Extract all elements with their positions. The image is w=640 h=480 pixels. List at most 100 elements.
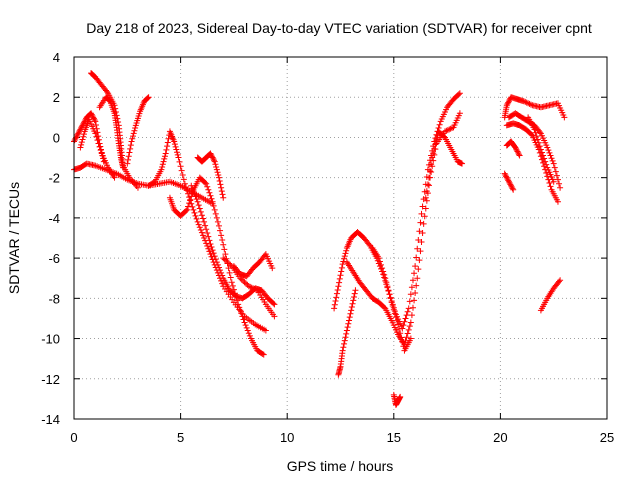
data-point	[433, 137, 440, 144]
x-axis-label: GPS time / hours	[287, 458, 394, 474]
x-tick-label: 5	[177, 430, 184, 445]
data-point	[198, 229, 205, 236]
data-point	[93, 122, 100, 129]
data-point	[176, 158, 183, 165]
data-point	[214, 218, 221, 225]
data-point	[229, 282, 236, 289]
data-point	[159, 161, 166, 168]
data-point	[219, 191, 226, 198]
data-point	[350, 297, 357, 304]
data-point	[182, 207, 189, 214]
data-point	[226, 269, 233, 276]
data-point	[270, 300, 277, 307]
data-point	[227, 274, 234, 281]
data-point	[428, 161, 435, 168]
data-point	[533, 133, 540, 140]
data-point	[178, 167, 185, 174]
data-point	[341, 340, 348, 347]
data-point	[424, 181, 431, 188]
data-point	[186, 200, 193, 207]
data-point	[203, 226, 210, 233]
data-point	[239, 313, 246, 320]
data-point	[185, 203, 192, 210]
data-point	[413, 254, 420, 261]
data-point	[213, 214, 220, 221]
data-point	[203, 240, 210, 247]
data-point	[409, 277, 416, 284]
data-point	[185, 190, 192, 197]
data-point	[80, 133, 87, 140]
data-point	[260, 351, 267, 358]
data-point	[403, 312, 410, 319]
y-tick-label: 2	[53, 90, 60, 105]
data-point	[252, 286, 259, 293]
data-point	[212, 210, 219, 217]
data-point	[210, 202, 217, 209]
data-point	[125, 153, 132, 160]
data-point	[262, 327, 269, 334]
data-point	[129, 135, 136, 142]
data-point	[127, 145, 134, 152]
series-arc-x	[525, 114, 557, 185]
y-tick-label: -4	[48, 211, 60, 226]
data-point	[546, 180, 553, 187]
data-point	[73, 133, 80, 140]
data-point	[390, 306, 397, 313]
data-point	[90, 115, 97, 122]
data-point	[418, 239, 425, 246]
data-point	[210, 155, 217, 162]
data-point	[423, 197, 430, 204]
data-point	[213, 163, 220, 170]
y-tick-label: -8	[48, 291, 60, 306]
data-point	[88, 111, 95, 118]
data-point	[78, 123, 85, 130]
data-point	[165, 135, 172, 142]
y-tick-label: -10	[41, 332, 60, 347]
data-point	[379, 265, 386, 272]
data-point	[244, 327, 251, 334]
series-arc-p	[369, 245, 414, 354]
data-point	[429, 154, 436, 161]
data-point	[515, 151, 522, 158]
data-point	[171, 141, 178, 148]
data-point	[547, 183, 554, 190]
data-point	[174, 151, 181, 158]
data-point	[227, 261, 234, 268]
data-point	[72, 135, 79, 142]
data-point	[528, 131, 535, 138]
data-point	[208, 244, 215, 251]
data-point	[431, 145, 438, 152]
data-point	[202, 222, 209, 229]
data-point	[245, 283, 252, 290]
data-point	[211, 157, 218, 164]
data-point	[208, 151, 215, 158]
data-point	[341, 253, 348, 260]
data-point	[346, 314, 353, 321]
data-point	[388, 299, 395, 306]
data-point	[130, 130, 137, 137]
data-point	[206, 237, 213, 244]
data-point	[400, 322, 407, 329]
data-point	[242, 280, 249, 287]
data-point	[196, 224, 203, 231]
data-point	[391, 310, 398, 317]
series-arc-c	[77, 116, 118, 181]
data-point	[430, 150, 437, 157]
data-point	[550, 178, 557, 185]
data-point	[503, 102, 510, 109]
data-point	[197, 226, 204, 233]
data-point	[407, 335, 414, 342]
chart-title: Day 218 of 2023, Sidereal Day-to-day VTE…	[86, 20, 592, 36]
data-point	[204, 243, 211, 250]
data-point	[78, 139, 85, 146]
data-point	[206, 248, 213, 255]
data-point	[164, 143, 171, 150]
data-point	[348, 304, 355, 311]
data-point	[93, 133, 100, 140]
data-point	[340, 344, 347, 351]
data-point	[538, 149, 545, 156]
series-arc-w	[501, 170, 517, 193]
data-point	[352, 287, 359, 294]
data-point	[434, 132, 441, 139]
